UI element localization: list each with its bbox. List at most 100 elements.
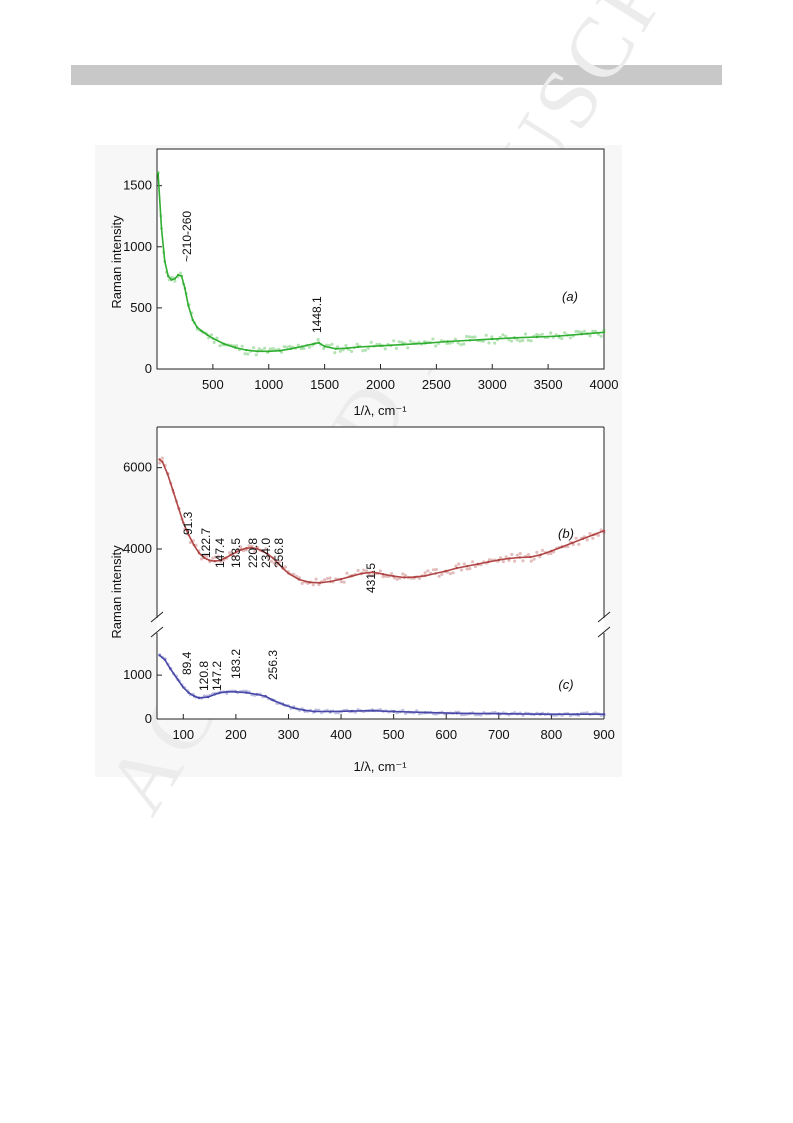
series-a-noise-point bbox=[580, 330, 584, 334]
annotation-a: 1448.1 bbox=[310, 296, 324, 333]
series-a-noise-point bbox=[263, 346, 267, 350]
annotation-c: 89.4 bbox=[180, 651, 194, 675]
x-tick-label-bc: 600 bbox=[435, 727, 457, 742]
series-a-noise-point bbox=[271, 347, 275, 351]
series-b-noise-point bbox=[515, 553, 520, 557]
y-axis-label-bc: Raman intensity bbox=[109, 545, 124, 639]
series-a-noise-point bbox=[366, 346, 370, 350]
series-b-noise-point bbox=[513, 559, 517, 563]
series-a-point bbox=[163, 260, 166, 263]
series-a-noise-point bbox=[307, 345, 312, 349]
y-tick-label-a: 0 bbox=[145, 361, 152, 376]
series-b-noise-point bbox=[423, 571, 427, 575]
x-tick-label-a: 3000 bbox=[478, 377, 507, 392]
series-b-noise-point bbox=[504, 555, 508, 559]
series-b-point bbox=[445, 569, 448, 573]
series-a-noise-point bbox=[504, 334, 508, 338]
series-b-noise-point bbox=[499, 556, 503, 560]
series-a-point bbox=[191, 318, 194, 322]
series-b-noise-point bbox=[596, 533, 601, 538]
series-b-point bbox=[187, 533, 190, 536]
page-header-bar bbox=[71, 65, 722, 85]
series-a-point bbox=[196, 326, 199, 329]
series-b-point bbox=[476, 562, 479, 566]
x-tick-label-bc: 700 bbox=[488, 727, 510, 742]
series-b-point bbox=[550, 549, 553, 553]
series-b-noise-point bbox=[437, 574, 441, 578]
series-b-point bbox=[261, 549, 264, 553]
series-b-noise-point bbox=[275, 563, 279, 567]
series-a-noise-point bbox=[490, 335, 494, 339]
series-b-noise-point bbox=[507, 558, 511, 563]
panel-b-c: 100 200 300 400 500 600 700 800 900 4000 6000 0 1000… bbox=[109, 426, 615, 774]
series-b-point bbox=[161, 460, 164, 463]
series-b-point bbox=[245, 547, 248, 550]
series-b-point bbox=[571, 541, 574, 545]
series-b-noise-point bbox=[431, 568, 436, 572]
series-a-point bbox=[580, 333, 583, 336]
x-tick-label-bc: 900 bbox=[593, 727, 615, 742]
series-c-point bbox=[168, 667, 172, 670]
x-tick-label-a: 1500 bbox=[310, 377, 339, 392]
series-a-noise-point bbox=[591, 329, 595, 333]
series-b-noise-point bbox=[448, 572, 452, 576]
series-a-noise-point bbox=[209, 333, 213, 337]
series-c-point bbox=[163, 658, 167, 661]
series-b-noise-point bbox=[356, 568, 360, 573]
series-a-point bbox=[424, 342, 427, 345]
series-b-noise-point bbox=[521, 559, 525, 563]
series-a-noise-point bbox=[316, 338, 320, 342]
series-a-noise-point bbox=[212, 340, 216, 344]
series-a-noise-point bbox=[465, 334, 469, 339]
series-b-point bbox=[266, 552, 269, 556]
series-b-noise-point bbox=[538, 555, 542, 559]
series-b-noise-point bbox=[300, 581, 304, 586]
series-b-point bbox=[182, 521, 185, 524]
series-c-point bbox=[206, 695, 210, 699]
series-b-noise-point bbox=[487, 558, 491, 562]
series-b-noise-point bbox=[417, 576, 422, 581]
series-a-noise-point bbox=[515, 338, 519, 342]
series-b-noise-point bbox=[574, 536, 578, 540]
series-b-point bbox=[192, 543, 195, 547]
series-b-point bbox=[282, 567, 285, 570]
series-a-point bbox=[379, 344, 382, 347]
series-b-noise-point bbox=[339, 580, 343, 584]
series-b-point bbox=[287, 572, 290, 575]
annotation-a: ~210-260 bbox=[180, 211, 194, 262]
series-c-point bbox=[329, 710, 332, 713]
y-axis-label-a: Raman intensity bbox=[109, 215, 124, 309]
series-a-point bbox=[245, 348, 248, 352]
series-b-noise-point bbox=[227, 551, 232, 555]
series-a-noise-point bbox=[336, 345, 340, 349]
series-b-noise-point bbox=[267, 556, 271, 560]
series-a-noise-point bbox=[246, 352, 250, 356]
series-a-noise-point bbox=[588, 334, 592, 338]
series-a-noise-point bbox=[355, 342, 359, 346]
series-a-noise-point bbox=[574, 329, 578, 333]
y-tick-label-b: 6000 bbox=[123, 460, 152, 475]
x-tick-label-bc: 100 bbox=[172, 727, 194, 742]
series-b-point bbox=[171, 488, 174, 492]
y-tick-label-a: 1000 bbox=[123, 239, 152, 254]
series-b-noise-point bbox=[233, 555, 237, 559]
series-c-point bbox=[197, 696, 201, 700]
series-b-noise-point bbox=[345, 571, 349, 575]
series-c-point bbox=[234, 690, 238, 693]
series-b-point bbox=[539, 553, 543, 556]
series-a-noise-point bbox=[394, 346, 399, 350]
series-a-noise-point bbox=[484, 333, 488, 337]
series-c-point bbox=[455, 712, 458, 715]
series-a-noise-point bbox=[322, 346, 326, 351]
annotation-b: 183.5 bbox=[229, 538, 243, 568]
series-b-noise-point bbox=[518, 551, 522, 556]
series-a-noise-point bbox=[456, 341, 460, 345]
annotation-b: 147.4 bbox=[213, 538, 227, 568]
series-a-point bbox=[256, 350, 259, 353]
series-a-noise-point bbox=[563, 331, 567, 335]
annotation-b: 220.8 bbox=[246, 538, 260, 568]
series-c-point bbox=[424, 711, 427, 714]
series-b-noise-point bbox=[462, 562, 466, 566]
series-b-point bbox=[208, 559, 211, 562]
series-b-noise-point bbox=[314, 577, 318, 581]
